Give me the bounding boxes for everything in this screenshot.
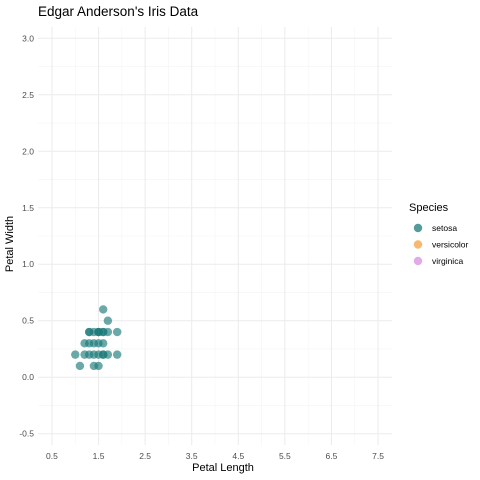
legend-label-setosa: setosa (432, 223, 457, 233)
x-tick-label: 4.5 (232, 451, 244, 461)
data-points (71, 305, 122, 371)
legend-label-versicolor: versicolor (432, 240, 469, 250)
legend-key-virginica (413, 256, 423, 266)
chart-title: Edgar Anderson's Iris Data (38, 4, 199, 19)
y-tick-label: -0.5 (19, 429, 34, 439)
legend: Species setosa versicolor virginica (409, 202, 469, 266)
x-tick-label: 0.5 (46, 451, 58, 461)
data-point-setosa (94, 327, 103, 337)
x-tick-label: 5.5 (279, 451, 291, 461)
y-tick-label: 1.0 (22, 259, 34, 269)
y-tick-label: 0.5 (22, 316, 34, 326)
data-point-setosa (71, 350, 80, 359)
data-point-setosa (112, 327, 122, 337)
data-point-setosa (99, 339, 108, 348)
legend-key-versicolor (413, 240, 423, 249)
legend-key-setosa (413, 223, 423, 233)
legend-label-virginica: virginica (432, 256, 463, 266)
x-tick-label: 7.5 (372, 451, 384, 461)
data-point-setosa (103, 316, 113, 325)
data-point-setosa (94, 361, 103, 371)
x-tick-label: 1.5 (93, 451, 105, 461)
data-point-setosa (112, 350, 122, 359)
data-point-setosa (85, 327, 94, 337)
y-tick-label: 2.0 (22, 146, 34, 156)
y-tick-label: 3.0 (22, 33, 34, 43)
data-point-setosa (75, 361, 85, 371)
y-axis-title: Petal Width (4, 216, 16, 272)
y-tick-label: 1.5 (22, 203, 34, 213)
legend-title: Species (409, 202, 449, 214)
grid (38, 27, 392, 445)
y-axis-ticks: -0.5 0.0 0.5 1.0 1.5 2.0 2.5 3.0 (19, 33, 34, 438)
x-axis-ticks: 0.5 1.5 2.5 3.5 4.5 5.5 6.5 7.5 (46, 451, 384, 461)
x-tick-label: 3.5 (186, 451, 198, 461)
x-tick-label: 2.5 (139, 451, 151, 461)
y-tick-label: 2.5 (22, 90, 34, 100)
data-point-setosa (103, 327, 113, 337)
x-tick-label: 6.5 (326, 451, 338, 461)
data-point-setosa (99, 350, 108, 359)
x-axis-title: Petal Length (192, 462, 254, 474)
y-tick-label: 0.0 (22, 372, 34, 382)
data-point-setosa (99, 305, 108, 314)
